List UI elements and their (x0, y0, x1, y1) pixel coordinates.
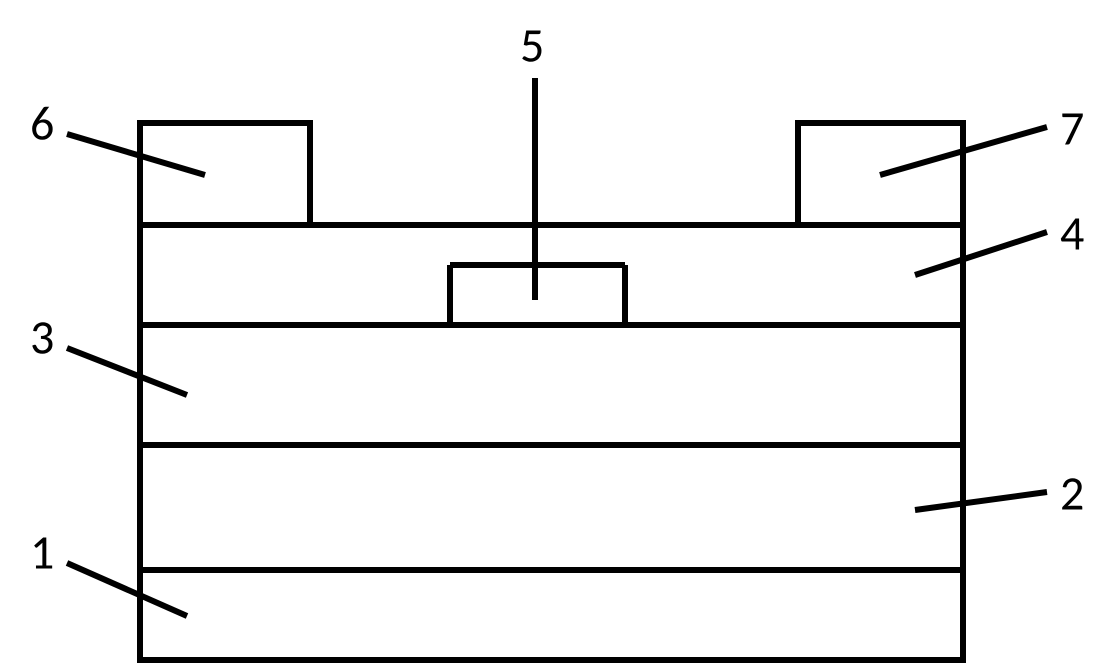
leader-line-2 (915, 492, 1047, 510)
label-6: 6 (30, 93, 54, 152)
label-7: 7 (1060, 98, 1084, 157)
label-1: 1 (30, 522, 54, 581)
leader-line-3 (67, 348, 187, 395)
label-4: 4 (1060, 203, 1084, 262)
electrode-left (140, 123, 310, 225)
leader-line-6 (67, 134, 205, 175)
label-3: 3 (30, 307, 54, 366)
leader-line-4 (915, 232, 1047, 275)
label-5: 5 (520, 15, 544, 74)
label-2: 2 (1060, 463, 1084, 522)
